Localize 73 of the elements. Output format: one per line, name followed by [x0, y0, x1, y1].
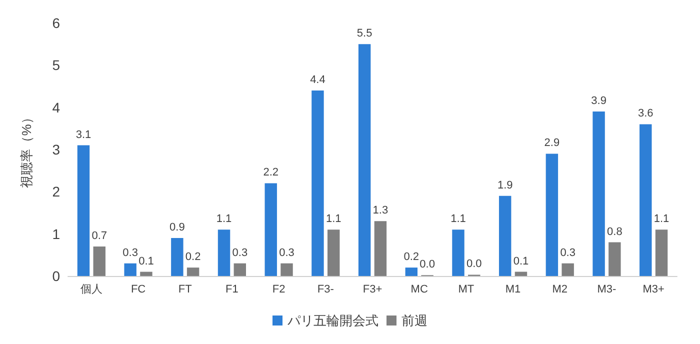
bar	[452, 230, 464, 276]
x-tick-label: M3-	[597, 284, 617, 296]
data-label: 0.1	[513, 255, 529, 268]
legend-label: 前週	[402, 313, 428, 328]
x-tick-label: 個人	[80, 284, 102, 296]
data-label: 3.9	[591, 95, 606, 108]
data-label: 0.1	[138, 255, 154, 268]
data-label: 5.5	[356, 28, 372, 40]
x-tick-label: F3-	[317, 284, 334, 296]
x-tick-label: M3+	[642, 284, 664, 296]
data-label: 4.4	[310, 74, 326, 86]
data-label: 1.1	[326, 213, 342, 226]
y-tick-label: 5	[52, 57, 60, 74]
bar	[280, 263, 293, 276]
data-label: 2.9	[544, 137, 560, 150]
bar	[171, 238, 184, 276]
data-label: 3.6	[638, 108, 654, 120]
bar	[358, 44, 371, 276]
bar	[562, 263, 574, 276]
bar	[93, 246, 106, 276]
bar	[77, 145, 90, 276]
bar	[264, 183, 277, 276]
bar	[374, 221, 387, 276]
y-tick-label: 4	[52, 99, 60, 116]
data-label: 1.1	[654, 213, 670, 226]
data-label: 1.1	[450, 213, 466, 226]
data-label: 0.3	[122, 246, 138, 259]
y-tick-label: 2	[52, 184, 60, 200]
data-label: 0.7	[92, 230, 108, 242]
y-tick-label: 1	[52, 226, 60, 242]
data-label: 0.3	[232, 246, 248, 259]
y-axis-title: 視聴率（%）	[19, 111, 34, 188]
bar	[312, 90, 324, 276]
x-tick-label: M2	[552, 284, 568, 296]
bar	[592, 112, 605, 276]
bar	[327, 230, 340, 276]
x-tick-label: F2	[272, 284, 286, 296]
data-label: 2.2	[263, 166, 279, 179]
bar	[498, 196, 512, 276]
data-label: 3.1	[76, 128, 92, 141]
x-tick-label: FT	[178, 284, 192, 296]
data-label: 1.3	[372, 204, 388, 217]
bar	[218, 230, 230, 276]
x-tick-label: F1	[226, 284, 238, 296]
data-label: 0.2	[404, 251, 420, 264]
data-label: 1.9	[497, 179, 513, 192]
data-label: 0.0	[466, 258, 482, 270]
bar	[405, 268, 418, 276]
data-label: 0.3	[279, 246, 294, 259]
bar	[640, 124, 652, 276]
data-label: 0.0	[420, 258, 435, 271]
bar	[608, 242, 621, 276]
x-tick-label: FC	[130, 284, 146, 296]
bar	[124, 263, 136, 276]
legend-label: パリ五輪開会式	[286, 313, 378, 328]
y-tick-label: 0	[52, 268, 60, 284]
data-label: 0.3	[560, 246, 576, 259]
data-label: 0.9	[170, 222, 185, 234]
bar	[186, 268, 200, 276]
bar	[546, 154, 558, 276]
x-tick-label: MT	[458, 284, 474, 296]
data-label: 1.1	[216, 213, 232, 226]
y-tick-label: 3	[52, 142, 60, 158]
bar	[140, 272, 152, 276]
x-tick-label: MC	[410, 284, 428, 296]
y-tick-label: 6	[52, 15, 60, 31]
x-tick-label: M1	[505, 284, 521, 296]
bar	[234, 263, 246, 276]
x-tick-label: F3+	[362, 284, 382, 296]
bar	[514, 272, 528, 276]
data-label: 0.2	[185, 251, 201, 264]
data-label: 0.8	[607, 226, 622, 238]
bar	[655, 230, 668, 276]
